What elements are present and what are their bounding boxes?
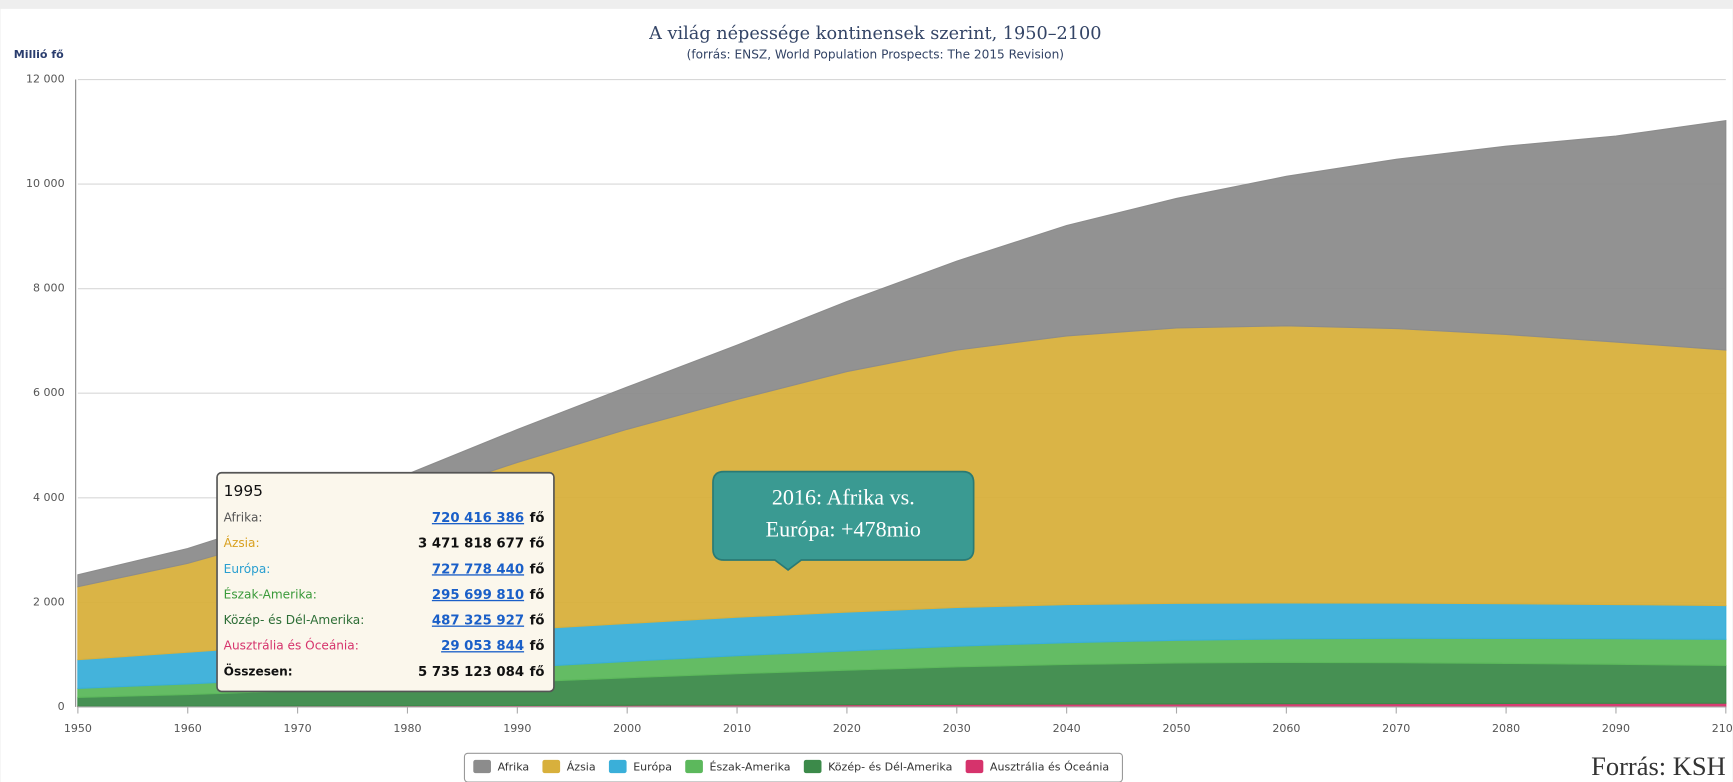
chart-title: A világ népessége kontinensek szerint, 1… bbox=[648, 23, 1101, 44]
legend-swatch bbox=[473, 759, 491, 774]
annotation-text: 2016: Afrika vs. bbox=[772, 484, 915, 509]
tooltip-unit: fő bbox=[530, 638, 545, 654]
x-tick-label: 2000 bbox=[613, 722, 641, 735]
y-tick-label: 8 000 bbox=[33, 282, 65, 295]
tooltip-value: 295 699 810 bbox=[432, 588, 524, 603]
x-tick-label: 2020 bbox=[833, 722, 861, 735]
x-tick-label: 2050 bbox=[1162, 722, 1190, 735]
tooltip-label: Afrika: bbox=[224, 511, 263, 525]
y-axis-label: Millió fő bbox=[14, 48, 64, 61]
y-tick-label: 0 bbox=[58, 700, 65, 713]
tooltip-value: 727 778 440 bbox=[432, 562, 524, 577]
tooltip-label: Európa: bbox=[224, 562, 271, 576]
x-tick-label: 2040 bbox=[1053, 722, 1081, 735]
tooltip-value: 5 735 123 084 bbox=[418, 665, 524, 680]
tooltip-unit: fő bbox=[530, 587, 545, 603]
x-tick-label: 1980 bbox=[393, 722, 421, 735]
legend-swatch bbox=[965, 759, 984, 774]
tooltip-value: 487 325 927 bbox=[432, 614, 524, 629]
x-tick-label: 2070 bbox=[1382, 722, 1410, 735]
chart-subtitle: (forrás: ENSZ, World Population Prospect… bbox=[687, 48, 1064, 62]
tooltip-unit: fő bbox=[530, 561, 545, 577]
tooltip-unit: fő bbox=[530, 536, 545, 552]
x-tick-label: 2090 bbox=[1602, 722, 1630, 735]
tooltip-label: Összesen: bbox=[224, 663, 293, 678]
tooltip-value: 3 471 818 677 bbox=[418, 537, 524, 552]
annotation: 2016: Afrika vs. Európa: +478mio bbox=[712, 470, 975, 571]
legend-label: Ázsia bbox=[567, 761, 596, 774]
tooltip: 1995 Afrika: 720 416 386 fő Ázsia: 3 471 818 … bbox=[216, 471, 555, 693]
tooltip-label: Ausztrália és Óceánia: bbox=[224, 638, 359, 653]
legend-label: Észak-Amerika bbox=[710, 761, 791, 774]
annotation-box bbox=[712, 470, 975, 571]
x-tick-label: 2100 bbox=[1712, 722, 1733, 735]
x-tick-label: 2010 bbox=[723, 722, 751, 735]
legend-label: Afrika bbox=[498, 761, 530, 774]
tooltip-title: 1995 bbox=[224, 482, 263, 500]
tooltip-value: 29 053 844 bbox=[441, 639, 524, 654]
x-tick-label: 2030 bbox=[943, 722, 971, 735]
tooltip-box bbox=[216, 471, 555, 693]
x-tick-label: 1950 bbox=[64, 722, 92, 735]
tooltip-unit: fő bbox=[530, 510, 545, 526]
legend-swatch bbox=[608, 759, 627, 774]
tooltip-unit: fő bbox=[530, 613, 545, 629]
legend-label: Ausztrália és Óceánia bbox=[990, 761, 1109, 774]
legend-box bbox=[463, 752, 1123, 782]
x-tick-label: 1960 bbox=[174, 722, 202, 735]
legend-swatch bbox=[685, 759, 703, 774]
y-tick-label: 4 000 bbox=[33, 491, 65, 504]
x-tick-label: 2080 bbox=[1492, 722, 1520, 735]
area bbox=[77, 119, 1727, 588]
y-tick-label: 2 000 bbox=[33, 595, 65, 608]
tooltip-label: Közép- és Dél-Amerika: bbox=[224, 613, 365, 627]
tooltip-label: Észak-Amerika: bbox=[224, 586, 317, 601]
legend-swatch bbox=[803, 759, 822, 774]
tooltip-value: 720 416 386 bbox=[432, 511, 524, 526]
x-tick-label: 2060 bbox=[1272, 722, 1300, 735]
legend-swatch bbox=[542, 759, 561, 774]
legend-label: Európa bbox=[633, 761, 672, 774]
y-tick-label: 12 000 bbox=[26, 73, 65, 86]
tooltip-label: Ázsia: bbox=[224, 535, 260, 550]
legend-label: Közép- és Dél-Amerika bbox=[828, 761, 952, 774]
annotation-text: Európa: +478mio bbox=[766, 516, 921, 541]
source: Forrás: KSH bbox=[1591, 751, 1726, 781]
tooltip-unit: fő bbox=[530, 664, 545, 680]
y-tick-label: 10 000 bbox=[26, 177, 65, 190]
x-tick-label: 1990 bbox=[503, 722, 531, 735]
legend: Afrika Ázsia Európa Észak-Amerika Közép- és … bbox=[463, 752, 1123, 782]
y-tick-label: 6 000 bbox=[33, 386, 65, 399]
x-tick-label: 1970 bbox=[284, 722, 312, 735]
